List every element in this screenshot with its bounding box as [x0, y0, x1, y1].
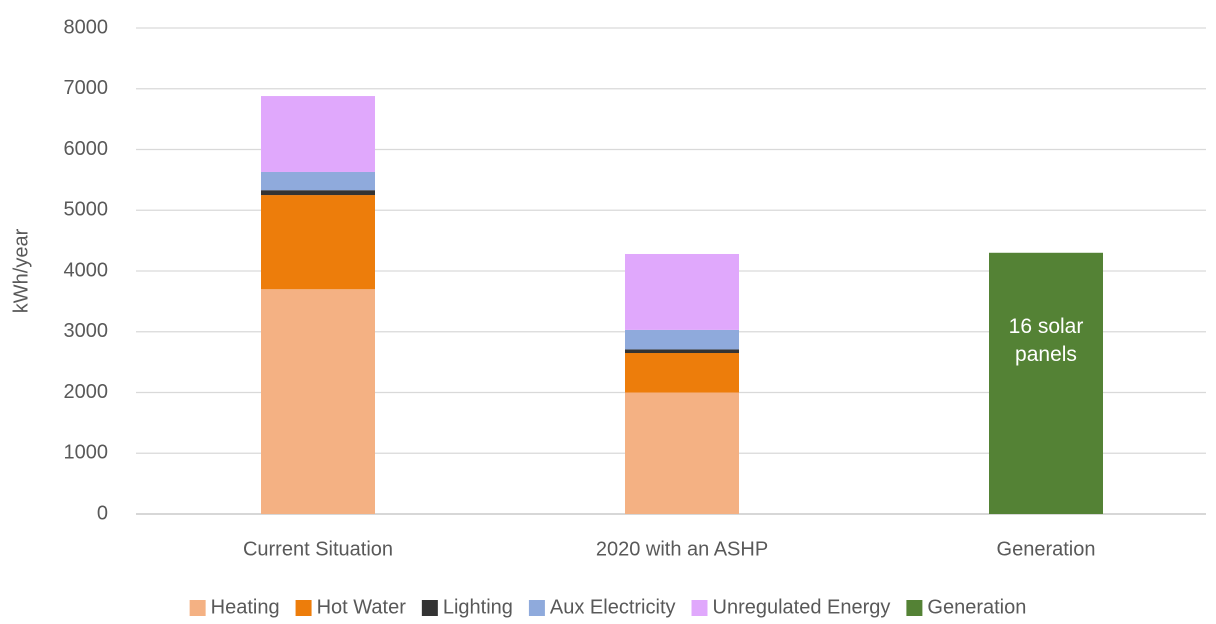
legend-swatch: [906, 600, 923, 616]
bar-segment: [625, 392, 739, 514]
legend-label: Unregulated Energy: [713, 596, 891, 618]
legend-label: Aux Electricity: [550, 596, 676, 618]
bar-segment: [261, 195, 375, 290]
x-tick-label: Generation: [997, 538, 1096, 560]
bar-segment: [261, 289, 375, 514]
legend-item: Unregulated Energy: [691, 596, 891, 618]
legend-label: Hot Water: [317, 596, 407, 618]
legend-swatch: [528, 600, 545, 616]
x-tick-label: Current Situation: [243, 538, 393, 560]
legend-swatch: [421, 600, 438, 616]
legend-swatch: [295, 600, 312, 616]
legend-item: Heating: [189, 596, 280, 618]
y-tick-label: 3000: [64, 320, 109, 342]
y-axis-label: kWh/year: [10, 228, 32, 313]
legend-item: Generation: [906, 596, 1026, 618]
y-tick-label: 4000: [64, 259, 109, 281]
y-tick-label: 0: [97, 502, 108, 524]
legend-label: Heating: [211, 596, 280, 618]
bar-segment: [625, 253, 739, 330]
legend-item: Lighting: [421, 596, 513, 618]
y-tick-label: 8000: [64, 16, 109, 38]
bar-segment: [261, 171, 375, 191]
legend-swatch: [189, 600, 206, 616]
annotation-box: 16 solar panels: [1008, 315, 1084, 367]
bar-segment: [625, 329, 739, 350]
legend-item: Aux Electricity: [528, 596, 676, 618]
annotation: 16 solar panels: [1008, 315, 1084, 367]
y-tick-label: 2000: [64, 381, 109, 403]
legend-item: Hot Water: [295, 596, 407, 618]
bar-segment: [989, 252, 1103, 514]
legend-label: Generation: [927, 596, 1026, 618]
bar-segment: [625, 353, 739, 393]
y-tick-label: 7000: [64, 77, 109, 99]
y-tick-label: 5000: [64, 199, 109, 221]
legend-swatch: [691, 600, 708, 616]
x-tick-label: 2020 with an ASHP: [596, 538, 768, 560]
bar-segment: [625, 349, 739, 354]
bar-segment: [261, 190, 375, 196]
bar-segment: [261, 96, 375, 172]
y-tick-label: 1000: [64, 442, 109, 464]
y-tick-label: 6000: [64, 138, 109, 160]
legend-label: Lighting: [443, 596, 513, 618]
